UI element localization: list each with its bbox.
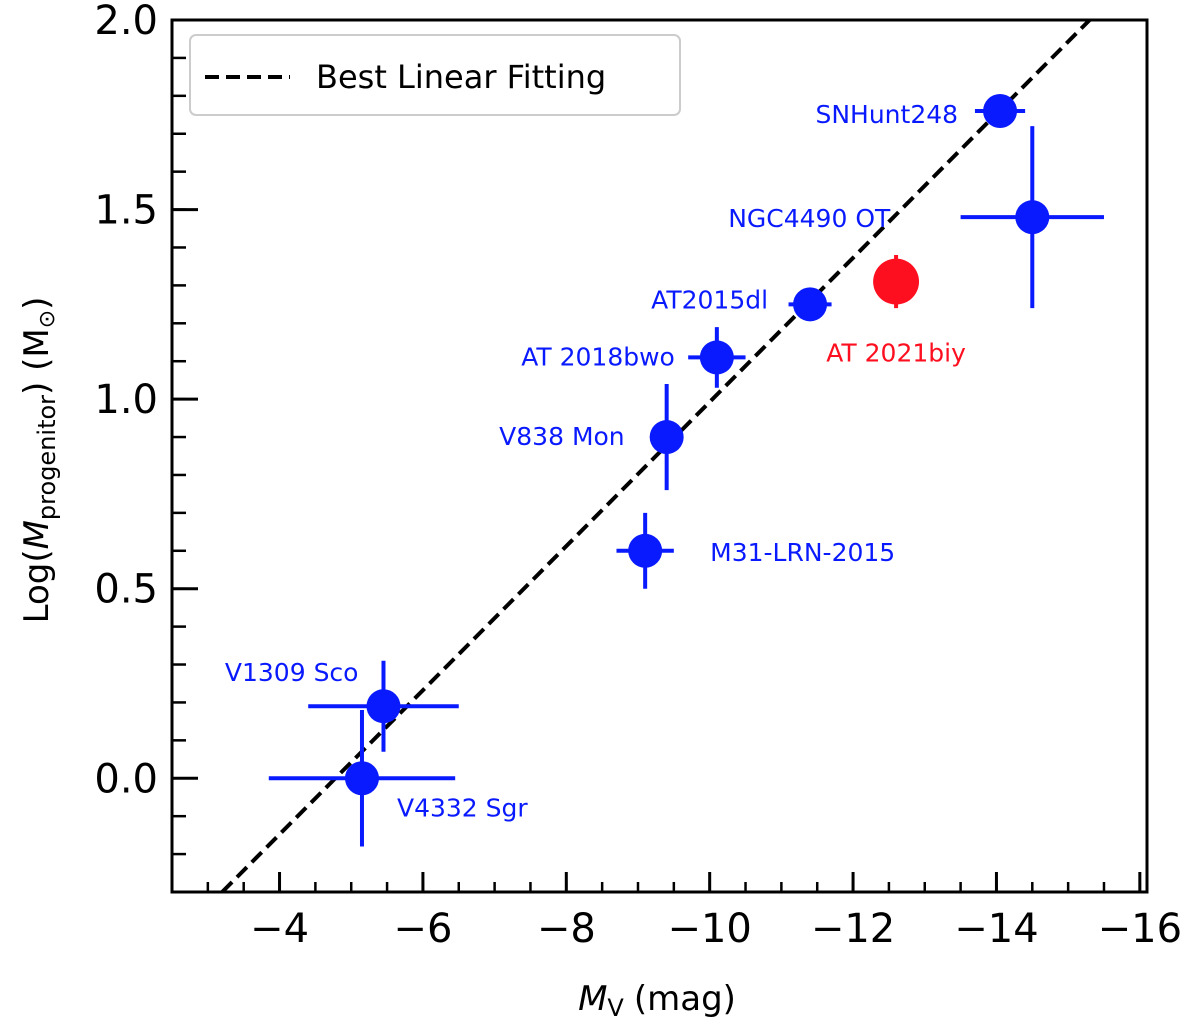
data-point bbox=[649, 383, 684, 491]
x-tick-label: −12 bbox=[811, 906, 895, 952]
point-label: NGC4490 OT bbox=[728, 204, 891, 233]
point-label: M31-LRN-2015 bbox=[710, 538, 895, 567]
x-tick-label: −10 bbox=[667, 906, 751, 952]
points-layer bbox=[268, 93, 1104, 847]
legend-label: Best Linear Fitting bbox=[316, 58, 606, 96]
point-marker bbox=[366, 689, 401, 724]
x-tick-labels: −4 −6 −8 −10 −12 −14 −16 bbox=[250, 906, 1182, 952]
data-point bbox=[788, 287, 832, 322]
point-label: V838 Mon bbox=[499, 422, 624, 451]
x-tick-label: −4 bbox=[250, 906, 309, 952]
y-tick-label: 1.5 bbox=[94, 188, 158, 234]
point-marker bbox=[699, 340, 734, 375]
point-label: V1309 Sco bbox=[225, 658, 359, 687]
point-label: AT 2021biy bbox=[826, 339, 966, 368]
plot-frame bbox=[170, 18, 1149, 894]
y-tick-label: 0.5 bbox=[94, 567, 158, 613]
point-marker bbox=[793, 287, 828, 322]
y-tick-label: 0.0 bbox=[94, 756, 158, 802]
y-tick-label: 2.0 bbox=[94, 0, 158, 44]
y-tick-labels: 0.0 0.5 1.0 1.5 2.0 bbox=[94, 0, 158, 802]
y-axis-label: Log(Mprogenitor) (M⊙) bbox=[17, 297, 61, 624]
data-point bbox=[268, 710, 456, 847]
point-marker bbox=[873, 258, 920, 305]
point-marker bbox=[628, 533, 663, 568]
best-fit-line bbox=[220, 20, 1092, 892]
point-marker bbox=[344, 761, 379, 796]
x-tick-label: −8 bbox=[537, 906, 596, 952]
point-marker bbox=[1015, 200, 1050, 235]
point-marker bbox=[983, 93, 1018, 128]
point-labels: SNHunt248 NGC4490 OT AT 2021biy AT2015dl AT … bbox=[225, 100, 966, 822]
x-tick-label: −16 bbox=[1098, 906, 1182, 952]
point-label: AT2015dl bbox=[651, 285, 768, 314]
data-point bbox=[960, 126, 1104, 309]
point-marker bbox=[649, 420, 684, 455]
legend-box bbox=[189, 34, 681, 116]
x-tick-label: −6 bbox=[393, 906, 452, 952]
point-label: SNHunt248 bbox=[815, 100, 958, 129]
plot-area bbox=[220, 20, 1104, 892]
point-label: V4332 Sgr bbox=[397, 793, 528, 822]
x-tick-label: −14 bbox=[954, 906, 1038, 952]
data-point bbox=[308, 660, 459, 752]
data-point bbox=[873, 255, 920, 309]
y-tick-label: 1.0 bbox=[94, 377, 158, 423]
legend: Best Linear Fitting bbox=[189, 34, 681, 116]
data-point bbox=[616, 512, 674, 589]
data-point bbox=[688, 327, 746, 388]
data-point bbox=[974, 93, 1026, 128]
point-label: AT 2018bwo bbox=[521, 342, 675, 371]
x-axis-label: MV (mag) bbox=[578, 979, 736, 1021]
